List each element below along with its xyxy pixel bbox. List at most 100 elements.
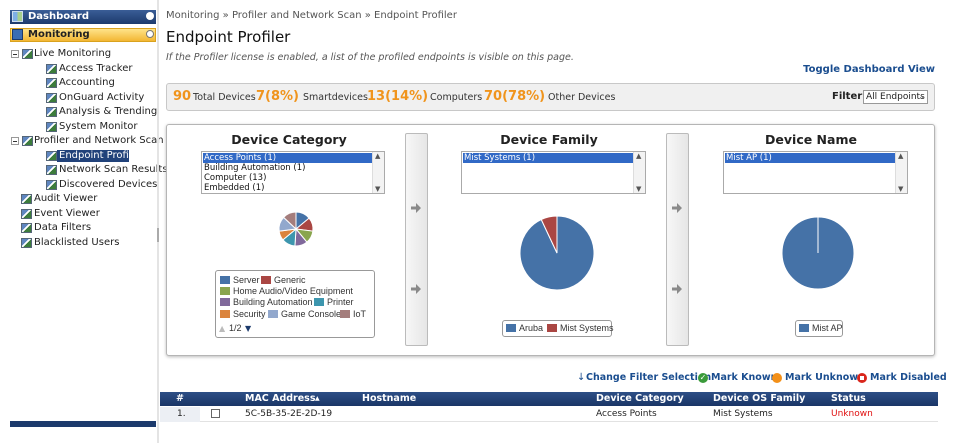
legend-label[interactable]: Server (233, 275, 260, 285)
row-checkbox[interactable] (211, 409, 220, 418)
tree-expander[interactable] (11, 137, 19, 145)
listbox-item[interactable]: Embedded (1) (204, 183, 265, 193)
arrow (672, 203, 682, 213)
tree-item[interactable]: Accounting (59, 77, 115, 88)
column-header[interactable]: # (176, 393, 184, 404)
tree-item[interactable]: Data Filters (34, 222, 92, 233)
monitoring-icon (12, 29, 23, 40)
legend-swatch (340, 310, 350, 318)
arrow-button-column[interactable] (405, 133, 428, 346)
legend-label[interactable]: Game Console (281, 309, 342, 319)
column-header[interactable]: Status (831, 393, 866, 404)
listbox-item[interactable]: Building Automation (1) (204, 163, 306, 173)
tree-item[interactable]: Live Monitoring (34, 48, 112, 59)
pie-slice (540, 215, 558, 254)
panel-title: Device Category (231, 132, 347, 147)
tree-item[interactable]: Profiler and Network Scan (34, 135, 164, 146)
tree-item[interactable]: Blacklisted Users (34, 236, 120, 248)
dashboard-toggle (146, 12, 154, 20)
legend-label[interactable]: Building Automation (233, 297, 313, 307)
breadcrumb: Monitoring » Profiler and Network Scan »… (166, 10, 457, 21)
tree-item[interactable]: Endpoint Profiler (59, 149, 142, 161)
dashboard-bar[interactable] (10, 10, 156, 24)
tree-item[interactable]: Audit Viewer (34, 193, 98, 204)
tree-expander[interactable] (11, 50, 19, 58)
stat-value: 90 (173, 89, 192, 104)
stat-value: 7(8%) (256, 89, 299, 104)
listbox[interactable]: Mist Systems (1) ▲ ▼ (461, 151, 646, 194)
legend-label[interactable]: Mist AP (812, 323, 843, 333)
tree-item[interactable]: OnGuard Activity (59, 91, 145, 103)
mark-known-icon: ✓ (698, 373, 708, 383)
panel-title: Device Family (500, 132, 598, 147)
tree-icon (21, 194, 32, 204)
panel-title: Device Name (765, 132, 857, 147)
listbox[interactable]: Access Points (1) Building Automation (1)… (201, 151, 385, 194)
mark-known-link[interactable]: Mark Known (711, 372, 778, 383)
table-row[interactable] (160, 407, 938, 422)
arrow-icon (411, 284, 421, 294)
monitoring-toggle (146, 30, 154, 38)
mark-unknown-icon (772, 373, 782, 383)
legend-swatch (268, 310, 278, 318)
legend-swatch (220, 310, 230, 318)
tree-item[interactable]: System Monitor (59, 120, 138, 132)
column-header[interactable]: Device OS Family (713, 393, 806, 404)
tree-icon (46, 179, 57, 190)
row-number: 1. (177, 409, 186, 419)
tree-item[interactable]: Network Scan Results (59, 164, 168, 175)
mark-disabled-link[interactable]: Mark Disabled (870, 372, 947, 383)
arrow-button-column[interactable] (666, 133, 689, 346)
sidebar-footer (10, 421, 156, 427)
arrow-icon (411, 203, 421, 213)
sidebar-divider (157, 0, 159, 443)
pager-next[interactable]: ▼ (245, 324, 252, 333)
tree-item[interactable]: Access Tracker (59, 62, 133, 74)
tree-icon (21, 237, 32, 248)
listbox-item[interactable]: Mist AP (1) (725, 153, 897, 163)
listbox[interactable]: Mist AP (1) ▲ ▼ (723, 151, 908, 194)
monitoring-bar[interactable] (10, 28, 156, 42)
page-description: If the Profiler license is enabled, a li… (166, 52, 574, 63)
pager-prev[interactable]: ▲ (219, 324, 226, 333)
arrow-icon (672, 284, 682, 294)
column-header[interactable]: Device Category (596, 393, 684, 404)
tree-item[interactable]: Discovered Devices (59, 178, 158, 190)
dashboard-label: Dashboard (28, 11, 89, 22)
tree-icon (21, 223, 32, 233)
legend-swatch (506, 324, 516, 332)
legend-label[interactable]: Generic (274, 275, 306, 285)
legend-label[interactable]: Security (233, 309, 266, 319)
mac-address[interactable]: 5C-5B-35-2E-2D-19 (245, 409, 333, 419)
listbox-item[interactable]: Mist Systems (1) (463, 153, 635, 163)
listbox-item[interactable]: Access Points (1) (203, 153, 374, 163)
legend-label[interactable]: IoT (353, 309, 367, 319)
legend-label[interactable]: Mist Systems (560, 323, 614, 333)
legend-swatch (220, 276, 230, 284)
table-header (160, 392, 938, 406)
stat-value: 70(78%) (484, 89, 546, 104)
column-header[interactable]: Hostname (362, 393, 417, 404)
legend-swatch (799, 324, 809, 332)
toggle-dashboard-link[interactable]: Toggle Dashboard View (803, 64, 935, 75)
legend-swatch (220, 298, 230, 306)
filter-label: Filter: (832, 91, 867, 102)
legend-label[interactable]: Home Audio/Video Equipment (233, 286, 353, 296)
stat-label: Smartdevices (303, 92, 368, 103)
row-number-cell (160, 407, 200, 422)
change-filter-link[interactable]: Change Filter Selection (586, 372, 712, 383)
device-os-family: Mist Systems (713, 409, 773, 419)
legend-label[interactable]: Aruba (519, 323, 544, 333)
mark-disabled-icon (857, 373, 867, 383)
mark-unknown-link[interactable]: Mark Unknown (785, 372, 865, 383)
filter-select[interactable]: All Endpoints ⌄ (863, 90, 928, 104)
legend-label[interactable]: Printer (327, 297, 354, 307)
column-header[interactable]: MAC Address (245, 393, 316, 404)
tree-icon (46, 150, 57, 161)
legend-swatch (547, 324, 557, 332)
listbox-item[interactable]: Computer (13) (204, 173, 267, 183)
stat-label: Other Devices (548, 92, 616, 103)
tree-item[interactable]: Analysis & Trending (59, 106, 158, 117)
tree-item[interactable]: Event Viewer (34, 207, 100, 219)
